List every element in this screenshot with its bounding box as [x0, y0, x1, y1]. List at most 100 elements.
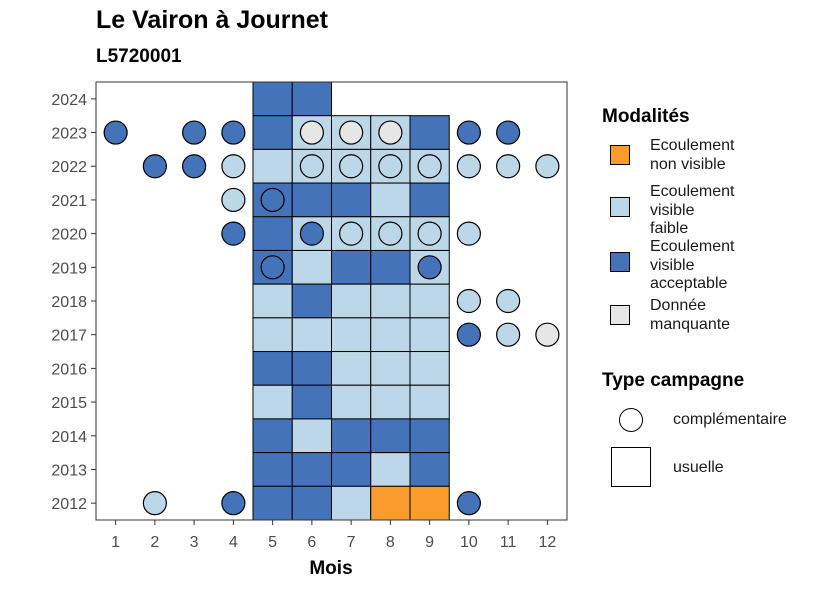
complementaire-point	[339, 221, 364, 246]
usuelle-cell	[291, 452, 332, 487]
legend-label: Donnée manquante	[650, 297, 731, 333]
usuelle-cell	[370, 418, 411, 454]
usuelle-cell	[252, 283, 293, 319]
usuelle-cell	[291, 485, 332, 521]
usuelle-cell	[291, 418, 332, 454]
legend-label: complémentaire	[673, 411, 787, 428]
complementaire-point	[182, 120, 207, 145]
usuelle-cell	[291, 283, 332, 319]
usuelle-cell	[291, 351, 332, 386]
usuelle-cell	[331, 317, 372, 353]
usuelle-cell	[252, 317, 293, 353]
usuelle-cells	[252, 81, 450, 521]
usuelle-cell	[370, 182, 411, 218]
x-axis-label: Mois	[309, 558, 352, 579]
y-tick-label: 2015	[51, 395, 87, 412]
usuelle-cell	[370, 317, 411, 353]
y-tick-label: 2014	[51, 429, 87, 446]
y-tick-label: 2020	[51, 227, 87, 244]
legend-label: Ecoulement visible faible	[650, 183, 735, 237]
usuelle-cell	[331, 452, 372, 487]
usuelle-cell	[409, 384, 450, 420]
usuelle-cell	[370, 452, 411, 487]
complementaire-point	[221, 491, 246, 516]
complementaire-point	[299, 120, 324, 145]
complementaire-point	[221, 221, 246, 246]
usuelle-cell	[331, 182, 372, 218]
complementaire-point	[417, 255, 442, 280]
y-tick-label: 2019	[51, 260, 87, 277]
usuelle-cell	[331, 485, 372, 521]
x-tick-label: 12	[538, 534, 556, 551]
circle-key	[619, 408, 643, 432]
usuelle-cell	[331, 249, 372, 285]
legend-label: usuelle	[673, 459, 724, 476]
usuelle-cell	[409, 182, 450, 218]
complementaire-point	[299, 221, 324, 246]
legend-campagne-title: Type campagne	[602, 370, 745, 391]
usuelle-cell	[409, 115, 450, 150]
complementaire-point	[496, 288, 521, 314]
usuelle-cell	[252, 384, 293, 420]
complementaire-point	[221, 187, 246, 213]
x-tick-label: 9	[425, 534, 434, 551]
complementaire-point	[142, 491, 167, 516]
usuelle-cell	[252, 148, 293, 184]
x-tick-label: 4	[229, 534, 238, 551]
complementaire-point	[496, 154, 521, 179]
complementaire-point	[260, 187, 285, 213]
complementaire-point	[378, 120, 403, 145]
x-tick-label: 7	[347, 534, 356, 551]
x-tick-label: 5	[268, 534, 277, 551]
complementaire-point	[299, 154, 324, 179]
x-tick-label: 11	[500, 534, 517, 551]
y-tick-label: 2021	[51, 193, 87, 210]
complementaire-point	[103, 120, 128, 145]
chart-subtitle: L5720001	[96, 46, 182, 67]
y-tick-label: 2013	[51, 462, 87, 479]
x-tick-label: 1	[111, 534, 120, 551]
chart-title: Le Vairon à Journet	[96, 6, 329, 34]
usuelle-cell	[331, 351, 372, 386]
axes: 1 2 3 4 5 6 7 8 9 10 11 122012201320142015201620172…	[51, 92, 556, 551]
usuelle-cell	[331, 418, 372, 454]
y-tick-label: 2016	[51, 361, 87, 378]
complementaire-point	[221, 154, 246, 179]
usuelle-cell	[370, 485, 411, 521]
x-tick-label: 10	[460, 534, 478, 551]
complementaire-point	[456, 221, 481, 246]
complementaire-point	[378, 154, 403, 179]
complementaire-point	[260, 255, 285, 280]
usuelle-cell	[252, 418, 293, 454]
y-tick-label: 2024	[51, 92, 87, 109]
usuelle-cell	[291, 182, 332, 218]
legend-swatch	[610, 145, 630, 165]
x-tick-label: 6	[307, 534, 316, 551]
complementaire-point	[339, 154, 364, 179]
x-tick-label: 3	[190, 534, 199, 551]
complementaire-point	[496, 322, 521, 347]
usuelle-cell	[331, 283, 372, 319]
complementaire-point	[456, 288, 481, 314]
y-tick-label: 2018	[51, 294, 87, 311]
usuelle-cell	[252, 216, 293, 251]
usuelle-cell	[409, 418, 450, 454]
legend-swatch	[610, 252, 630, 272]
legend-swatch	[610, 305, 630, 325]
usuelle-cell	[252, 485, 293, 521]
complementaire-point	[456, 322, 481, 347]
complementaire-points	[103, 120, 560, 516]
complementaire-point	[456, 491, 481, 516]
complementaire-point	[496, 120, 521, 145]
legend-label: Ecoulement non visible	[650, 137, 735, 173]
y-tick-label: 2017	[51, 328, 87, 345]
usuelle-cell	[370, 384, 411, 420]
y-tick-label: 2012	[51, 496, 87, 513]
complementaire-point	[456, 154, 481, 179]
usuelle-cell	[409, 283, 450, 319]
complementaire-point	[535, 154, 560, 179]
usuelle-cell	[291, 317, 332, 353]
legend-swatch	[610, 197, 630, 217]
usuelle-cell	[252, 351, 293, 386]
